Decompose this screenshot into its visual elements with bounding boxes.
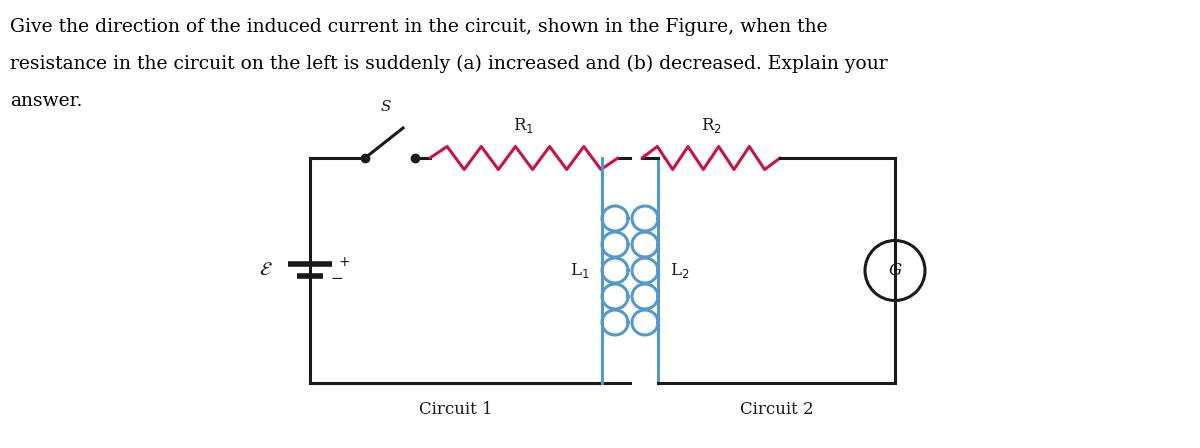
Text: R$_1$: R$_1$ [514,116,534,135]
Text: answer.: answer. [10,92,83,110]
Text: +: + [340,255,350,269]
Text: Circuit 2: Circuit 2 [739,401,814,418]
Text: G: G [888,262,901,279]
Text: −: − [330,271,343,285]
Text: Circuit 1: Circuit 1 [419,401,493,418]
Text: resistance in the circuit on the left is suddenly (a) increased and (b) decrease: resistance in the circuit on the left is… [10,55,888,73]
Text: $\mathcal{E}$: $\mathcal{E}$ [259,261,272,279]
Text: L$_2$: L$_2$ [670,261,690,280]
Text: R$_2$: R$_2$ [701,116,721,135]
Text: Give the direction of the induced current in the circuit, shown in the Figure, w: Give the direction of the induced curren… [10,18,828,36]
Text: L$_1$: L$_1$ [570,261,590,280]
Text: S: S [380,100,391,114]
